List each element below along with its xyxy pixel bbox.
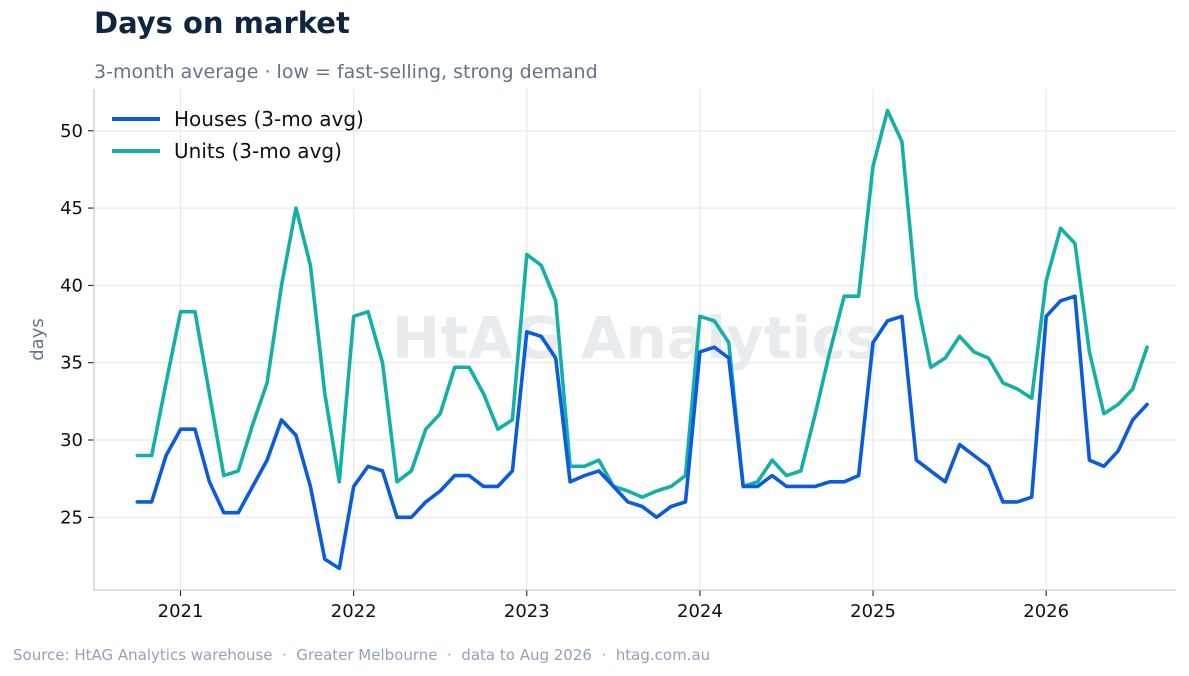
series-layer xyxy=(135,108,1149,571)
x-tick-label: 2022 xyxy=(331,601,377,622)
x-tick-label: 2025 xyxy=(850,601,896,622)
chart-title: Days on market xyxy=(94,6,350,40)
source-footer: Source: HtAG Analytics warehouse · Great… xyxy=(13,646,711,664)
series-line-units xyxy=(135,108,1149,500)
watermark-text: HtAG Analytics xyxy=(392,304,880,372)
x-tick-label: 2021 xyxy=(158,601,204,622)
y-tick-label: 45 xyxy=(60,198,83,219)
y-axis-label: days xyxy=(27,318,48,361)
y-tick-label: 50 xyxy=(60,121,83,142)
legend: Houses (3-mo avg) Units (3-mo avg) xyxy=(112,107,364,163)
y-tick-label: 25 xyxy=(60,507,83,528)
x-tick-label: 2024 xyxy=(677,601,723,622)
y-tick-label: 30 xyxy=(60,430,83,451)
axes: 25 30 35 40 45 50 2021 2022 2023 2024 2025 2026 xyxy=(60,89,1176,622)
grid-lines xyxy=(94,89,1176,590)
series-line-houses xyxy=(135,294,1149,571)
legend-label-houses: Houses (3-mo avg) xyxy=(174,107,364,131)
x-tick-label: 2023 xyxy=(504,601,550,622)
y-tick-label: 40 xyxy=(60,275,83,296)
legend-label-units: Units (3-mo avg) xyxy=(174,139,342,163)
x-tick-label: 2026 xyxy=(1023,601,1069,622)
y-tick-label: 35 xyxy=(60,353,83,374)
chart-subtitle: 3-month average · low = fast-selling, st… xyxy=(94,61,598,83)
